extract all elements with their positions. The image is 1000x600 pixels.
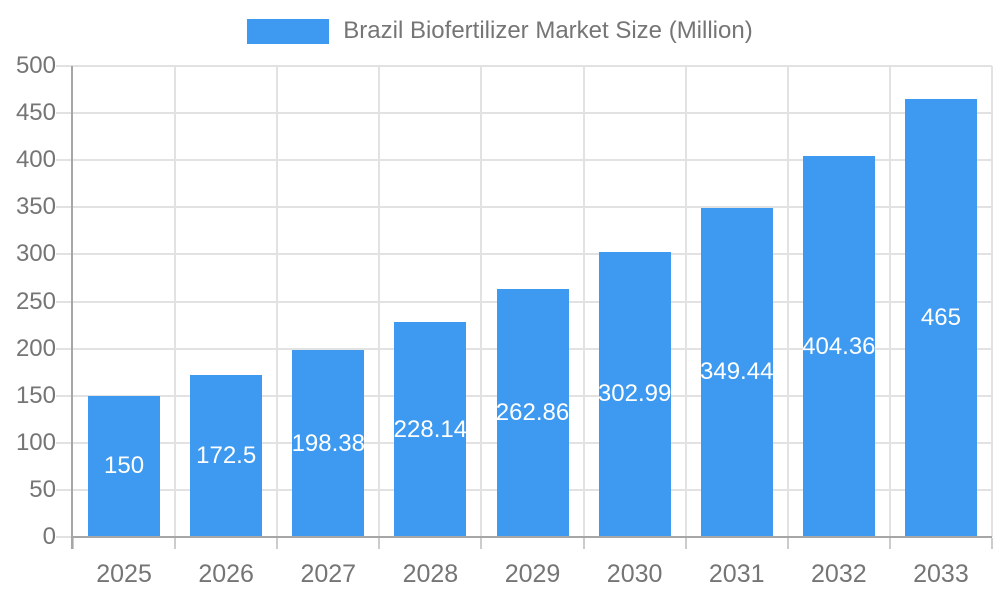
gridline-vertical	[684, 66, 687, 537]
y-axis-labels: 0 50 100 150 200 250 300 350 400 450 500	[0, 52, 56, 550]
x-axis-tick-label: 2028	[402, 560, 459, 588]
x-axis-tick	[480, 538, 483, 549]
bar-value-label: 465	[920, 303, 961, 331]
gridline-horizontal	[56, 206, 992, 209]
y-axis-tick-label: 500	[15, 52, 56, 79]
x-axis-tick	[174, 538, 177, 549]
bar-value-label: 349.44	[700, 358, 774, 386]
x-axis-tick	[888, 538, 891, 549]
y-axis-tick-label: 300	[15, 240, 56, 268]
x-axis-tick-label: 2033	[913, 560, 969, 588]
x-axis-tick	[786, 538, 789, 549]
x-axis-tick-label: 2027	[300, 560, 357, 588]
bar-value-label: 198.38	[291, 429, 365, 457]
bar-2031[interactable]: 349.44	[700, 207, 774, 537]
bar-2032[interactable]: 404.36	[802, 156, 876, 537]
bar-2029[interactable]: 262.86	[495, 289, 570, 537]
bar-value-label: 228.14	[393, 415, 468, 443]
x-axis-line	[71, 536, 992, 538]
x-axis-tick	[276, 538, 279, 549]
gridline-vertical	[582, 66, 585, 537]
legend: Brazil Biofertilizer Market Size (Millio…	[0, 17, 1000, 45]
gridline-vertical	[174, 66, 177, 537]
gridline-vertical	[378, 66, 381, 537]
y-axis-tick-label: 100	[15, 428, 56, 456]
bar-2025[interactable]: 150	[88, 395, 161, 537]
bar-value-label: 262.86	[495, 399, 570, 427]
bar-value-label: 172.5	[196, 441, 257, 469]
y-axis-tick-label: 250	[15, 287, 56, 315]
y-axis-tick-label: 0	[42, 523, 56, 550]
x-axis-tick-label: 2025	[96, 560, 152, 588]
x-axis-tick-label: 2031	[708, 560, 765, 588]
y-axis-tick-label: 50	[29, 475, 56, 503]
legend-item[interactable]: Brazil Biofertilizer Market Size (Millio…	[247, 17, 753, 45]
bar-2033[interactable]: 465	[904, 98, 977, 537]
gridline-vertical	[888, 66, 891, 537]
gridline-vertical	[480, 66, 483, 537]
legend-label: Brazil Biofertilizer Market Size (Millio…	[343, 17, 753, 44]
gridline-horizontal	[56, 65, 992, 67]
bar-value-label: 404.36	[802, 332, 876, 360]
x-axis-tick-label: 2030	[606, 560, 663, 588]
gridline-vertical	[276, 66, 279, 537]
y-axis-tick-label: 200	[15, 334, 56, 362]
x-axis-labels: 2025 2026 2027 2028 2029 2030 2031 2032 2033	[73, 560, 992, 590]
y-axis-tick-label: 400	[15, 146, 56, 174]
x-axis-tick	[72, 538, 74, 549]
x-axis-tick	[582, 538, 585, 549]
x-axis-tick-label: 2029	[504, 560, 561, 588]
y-axis-line	[71, 66, 73, 549]
x-axis-tick	[991, 538, 993, 549]
bar-value-label: 150	[104, 452, 145, 480]
gridline-vertical	[991, 66, 993, 537]
bar-value-label: 302.99	[597, 380, 672, 408]
bar-2026[interactable]: 172.5	[190, 374, 263, 537]
y-axis-tick-label: 150	[15, 381, 56, 409]
gridline-horizontal	[56, 159, 992, 162]
bar-2028[interactable]: 228.14	[393, 322, 468, 537]
gridline-horizontal	[56, 253, 992, 256]
plot-area: 150 172.5 198.38 228.14 262.86 302.99 349.44 40…	[56, 65, 993, 549]
y-axis-tick-label: 450	[15, 99, 56, 127]
x-axis-tick	[378, 538, 381, 549]
bar-2027[interactable]: 198.38	[291, 350, 365, 537]
gridline-vertical	[786, 66, 789, 537]
x-axis-tick-label: 2032	[811, 560, 867, 588]
y-axis-tick-label: 350	[15, 193, 56, 221]
legend-swatch-icon	[247, 18, 330, 44]
bar-2030[interactable]: 302.99	[597, 251, 672, 537]
x-axis-tick	[684, 538, 687, 549]
x-axis-tick-label: 2026	[198, 560, 254, 588]
gridline-horizontal	[56, 112, 992, 115]
